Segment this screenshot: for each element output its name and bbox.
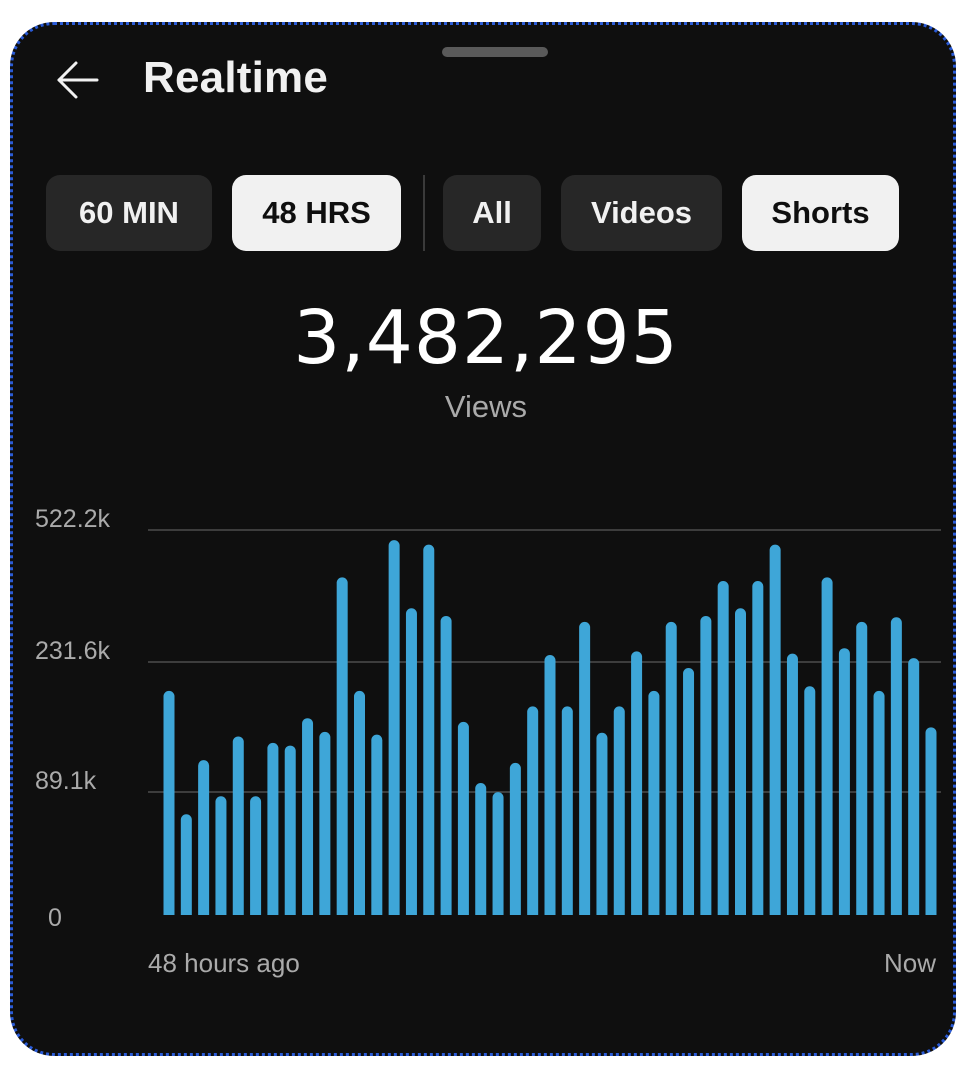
chart-bar[interactable]: [613, 706, 625, 915]
back-button[interactable]: [53, 55, 103, 105]
chip-60-min[interactable]: 60 MIN: [46, 175, 212, 251]
chart-bar[interactable]: [527, 706, 539, 915]
chart-bar[interactable]: [648, 690, 660, 915]
chart-bar[interactable]: [544, 655, 556, 915]
chip-48-hrs[interactable]: 48 HRS: [232, 175, 401, 251]
chart-bar[interactable]: [509, 762, 521, 915]
chart-bar[interactable]: [717, 580, 729, 915]
chart-bar[interactable]: [267, 742, 279, 915]
chart-bar[interactable]: [873, 690, 885, 915]
chart-bar[interactable]: [579, 621, 591, 915]
chart-bar[interactable]: [700, 615, 712, 915]
arrow-left-icon: [57, 61, 99, 99]
chip-shorts[interactable]: Shorts: [742, 175, 899, 251]
chart-bar[interactable]: [821, 577, 833, 915]
chart-bar[interactable]: [423, 544, 435, 915]
x-axis-start-label: 48 hours ago: [148, 948, 300, 978]
chart-bar[interactable]: [475, 782, 487, 915]
chip-divider: [423, 175, 425, 251]
chart-bar[interactable]: [908, 658, 920, 915]
chart-bar[interactable]: [371, 734, 383, 915]
chart-bar[interactable]: [215, 796, 227, 915]
chart-bar[interactable]: [405, 608, 417, 915]
chart-bar[interactable]: [457, 721, 469, 915]
views-count: 3,482,295: [293, 295, 679, 381]
chart-bar[interactable]: [925, 727, 937, 915]
y-axis-tick-label: 89.1k: [35, 767, 97, 795]
chart-bar[interactable]: [596, 732, 608, 915]
chart-bar[interactable]: [631, 651, 643, 915]
chart-bar[interactable]: [561, 706, 573, 915]
chart-bar[interactable]: [856, 621, 868, 915]
y-axis-tick-label: 522.2k: [35, 505, 111, 533]
y-axis-tick-label: 0: [48, 904, 62, 932]
chart-bar[interactable]: [388, 540, 400, 915]
realtime-sheet: Realtime 60 MIN 48 HRS All Videos Shorts…: [10, 22, 956, 1056]
chip-all[interactable]: All: [443, 175, 541, 251]
chart-bar[interactable]: [319, 731, 331, 915]
chip-videos[interactable]: Videos: [561, 175, 722, 251]
chart-bar[interactable]: [838, 648, 850, 915]
chart-bar[interactable]: [284, 745, 296, 915]
chart-bar[interactable]: [250, 796, 262, 915]
chart-bar[interactable]: [180, 814, 192, 915]
chart-bar[interactable]: [163, 690, 175, 915]
chart-bar[interactable]: [302, 718, 314, 915]
x-axis-end-label: Now: [884, 948, 936, 978]
chart-bar[interactable]: [752, 580, 764, 915]
chart-bar[interactable]: [683, 668, 695, 915]
chart-bar[interactable]: [804, 686, 816, 915]
chart-bar[interactable]: [232, 736, 244, 915]
chart-bar[interactable]: [890, 617, 902, 915]
chart-bar[interactable]: [440, 615, 452, 915]
chart-bar[interactable]: [786, 653, 798, 915]
views-bar-chart: 522.2k 231.6k 89.1k 0 48 hours ago Now: [35, 505, 941, 978]
chart-bar[interactable]: [769, 544, 781, 915]
chart-bar[interactable]: [735, 608, 746, 915]
views-label: Views: [444, 389, 528, 424]
chart-bar[interactable]: [492, 792, 504, 915]
chart-bar[interactable]: [336, 577, 348, 915]
chart-bar[interactable]: [354, 690, 365, 915]
chart-bar[interactable]: [665, 621, 677, 915]
drag-handle[interactable]: [442, 47, 548, 57]
y-axis-tick-label: 231.6k: [35, 637, 111, 665]
chart-bar[interactable]: [198, 760, 210, 915]
page-title: Realtime: [143, 53, 329, 102]
